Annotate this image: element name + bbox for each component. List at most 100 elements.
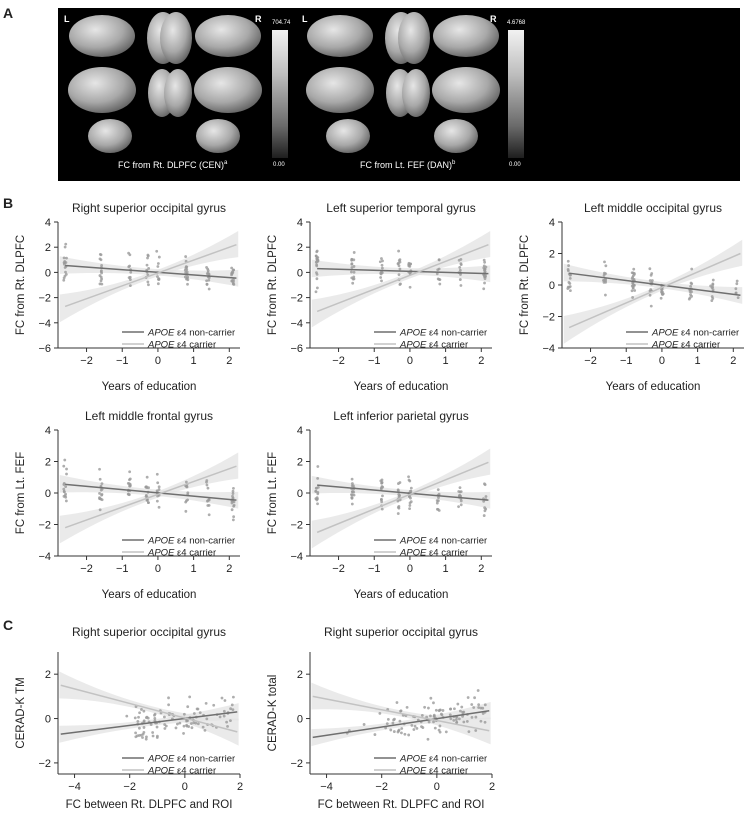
non-carrier-fit-line xyxy=(312,710,490,739)
data-point xyxy=(151,731,155,734)
data-point xyxy=(380,507,384,511)
y-tick-label: 2 xyxy=(45,242,51,254)
y-tick-label: 0 xyxy=(297,488,303,500)
data-point xyxy=(314,486,318,490)
data-point xyxy=(403,732,407,736)
data-points xyxy=(125,695,235,741)
data-point xyxy=(483,260,487,264)
data-point xyxy=(207,513,211,517)
data-point xyxy=(98,491,101,495)
non-carrier-fit-line xyxy=(317,267,489,275)
data-point xyxy=(174,726,178,730)
y-tick-label: −2 xyxy=(290,758,303,770)
data-point xyxy=(380,257,383,260)
x-tick-label: 1 xyxy=(191,355,197,367)
data-point xyxy=(145,263,149,267)
brain-surface-renders xyxy=(306,12,500,153)
data-point xyxy=(230,508,234,512)
data-point xyxy=(182,712,186,716)
data-point xyxy=(155,249,159,253)
data-point xyxy=(437,267,441,271)
colorbar-min: 0.00 xyxy=(273,162,285,168)
legend-label: APOE ε4 non-carrier xyxy=(399,754,487,765)
data-point xyxy=(350,502,354,506)
x-tick-label: 0 xyxy=(182,781,188,793)
data-point xyxy=(602,271,606,275)
data-point xyxy=(220,696,224,700)
data-point xyxy=(441,709,445,712)
data-point xyxy=(604,293,607,297)
x-tick-label: 2 xyxy=(226,355,232,367)
data-point xyxy=(398,719,402,723)
y-tick-label: −6 xyxy=(38,343,51,355)
data-point xyxy=(689,281,693,285)
data-point xyxy=(439,712,443,716)
data-point xyxy=(62,487,66,491)
data-point xyxy=(204,701,208,705)
data-point xyxy=(648,293,652,297)
data-point xyxy=(62,481,66,485)
x-tick-label: −2 xyxy=(80,563,93,575)
legend-label: APOE ε4 non-carrier xyxy=(147,328,235,339)
data-point xyxy=(420,714,424,717)
data-point xyxy=(139,733,143,737)
data-point xyxy=(98,477,102,481)
chart-title: Right superior occipital gyrus xyxy=(72,625,226,639)
chart-title: Left middle frontal gyrus xyxy=(85,409,213,423)
data-point xyxy=(380,481,384,485)
data-point xyxy=(710,299,714,303)
data-point xyxy=(378,260,382,264)
data-point xyxy=(205,717,209,721)
data-point xyxy=(457,505,460,509)
data-point xyxy=(459,284,463,287)
data-point xyxy=(444,730,448,734)
data-point xyxy=(182,732,185,735)
y-tick-label: 2 xyxy=(45,669,51,681)
data-point xyxy=(479,719,483,723)
data-point xyxy=(153,716,157,720)
data-point xyxy=(147,501,150,504)
data-point xyxy=(734,287,738,291)
data-point xyxy=(206,504,210,507)
non-carrier-fit-line xyxy=(65,483,237,501)
data-point xyxy=(230,266,234,270)
data-point xyxy=(459,262,463,266)
data-point xyxy=(128,470,132,474)
data-point xyxy=(429,714,432,718)
data-point xyxy=(156,262,160,265)
brain-left-marker: L xyxy=(64,14,70,24)
data-point xyxy=(153,712,157,716)
data-point xyxy=(405,705,409,709)
legend-label: APOE ε4 carrier xyxy=(147,340,216,351)
data-point xyxy=(98,496,101,500)
data-point xyxy=(185,499,188,503)
chart-title: Right superior occipital gyrus xyxy=(72,201,226,215)
chart-title: Left middle occipital gyrus xyxy=(584,201,722,215)
data-point xyxy=(125,714,129,718)
data-point xyxy=(205,272,209,276)
data-point xyxy=(316,465,320,468)
data-point xyxy=(396,512,400,515)
data-point xyxy=(167,696,170,700)
data-point xyxy=(567,285,571,289)
data-point xyxy=(145,735,148,739)
data-point xyxy=(407,475,410,479)
data-point xyxy=(602,278,605,282)
data-point xyxy=(157,255,161,259)
x-tick-label: −2 xyxy=(332,563,345,575)
data-point xyxy=(459,257,463,261)
data-point xyxy=(407,264,411,268)
data-point xyxy=(151,734,155,738)
carrier-fit-line xyxy=(312,695,490,732)
data-point xyxy=(436,508,440,511)
y-axis-label: CERAD-K total xyxy=(267,675,279,752)
legend-label: APOE ε4 carrier xyxy=(399,340,468,351)
data-point xyxy=(453,707,456,711)
data-point xyxy=(397,493,401,496)
data-point xyxy=(146,253,150,257)
data-point xyxy=(630,289,634,293)
data-point xyxy=(432,720,435,724)
